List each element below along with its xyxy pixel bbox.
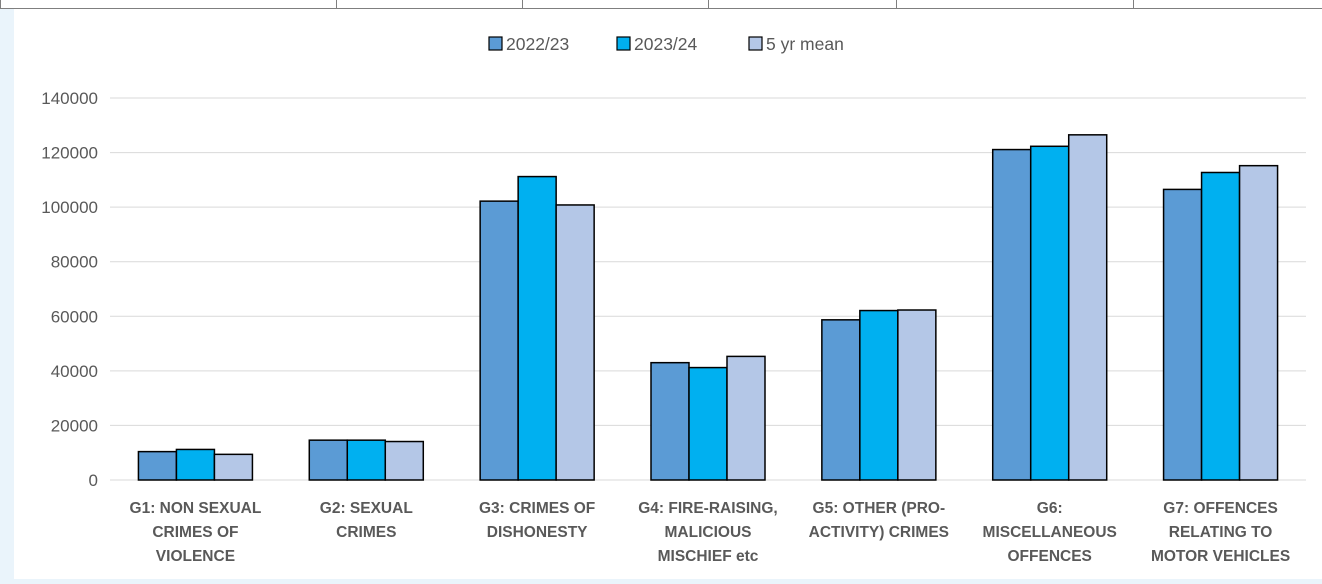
bar-chart: 020000400006000080000100000120000140000 … bbox=[41, 34, 1306, 565]
y-tick-label: 120000 bbox=[41, 144, 98, 163]
bar-2023-24 bbox=[1029, 145, 1070, 481]
x-tick-label: RELATING TO bbox=[1169, 524, 1273, 541]
bar-2022-23 bbox=[821, 319, 861, 481]
x-tick-label: MISCHIEF etc bbox=[658, 548, 759, 565]
legend-label: 5 yr mean bbox=[766, 34, 844, 54]
table-cell-divider bbox=[522, 0, 523, 8]
table-cell-divider bbox=[336, 0, 337, 8]
y-tick-label: 20000 bbox=[51, 416, 98, 435]
x-tick-label: G5: OTHER (PRO- bbox=[813, 500, 946, 517]
chart-area: 0 20000 40000 60000 80000 100000 120000 140000 … bbox=[14, 9, 1322, 579]
y-tick-label: 0 bbox=[89, 471, 98, 490]
legend-swatch bbox=[616, 36, 631, 51]
y-tick-label: 60000 bbox=[51, 307, 98, 326]
bar-5-yr-mean bbox=[726, 355, 766, 481]
x-tick-label: OFFENCES bbox=[1008, 548, 1092, 565]
bar-5-yr-mean bbox=[1238, 164, 1279, 481]
bar-5-yr-mean bbox=[555, 204, 595, 481]
bar-2023-24 bbox=[859, 309, 899, 481]
x-tick-label: VIOLENCE bbox=[156, 548, 235, 565]
x-tick-label: G7: OFFENCES bbox=[1163, 500, 1278, 517]
y-tick-label: 100000 bbox=[41, 198, 98, 217]
legend-swatch bbox=[748, 36, 763, 51]
x-tick-label: G2: SEXUAL bbox=[320, 500, 413, 517]
bar-5-yr-mean bbox=[213, 453, 254, 481]
x-tick-label: G4: FIRE-RAISING, bbox=[638, 500, 778, 517]
legend-label: 2022/23 bbox=[506, 34, 569, 54]
bar-5-yr-mean bbox=[1067, 134, 1108, 481]
bar-2023-24 bbox=[346, 439, 387, 481]
table-cell-divider bbox=[0, 0, 1, 8]
bar-2022-23 bbox=[650, 361, 690, 481]
bar-2023-24 bbox=[517, 175, 557, 481]
y-tick-label: 140000 bbox=[41, 89, 98, 108]
bar-2022-23 bbox=[991, 148, 1032, 481]
x-tick-label: G3: CRIMES OF bbox=[479, 500, 595, 517]
x-tick-label: G1: NON SEXUAL bbox=[130, 500, 262, 517]
bar-2022-23 bbox=[1162, 188, 1203, 481]
y-tick-label: 40000 bbox=[51, 362, 98, 381]
x-tick-label: MISCELLANEOUS bbox=[983, 524, 1117, 541]
y-axis-ticks: 0 20000 40000 60000 80000 100000 120000 140000 bbox=[41, 89, 98, 490]
x-tick-label: CRIMES bbox=[336, 524, 396, 541]
x-tick-label: DISHONESTY bbox=[487, 524, 588, 541]
bar-5-yr-mean bbox=[897, 309, 937, 481]
bar-2023-24 bbox=[1200, 171, 1241, 481]
legend-label: 2023/24 bbox=[634, 34, 698, 54]
table-cell-divider bbox=[708, 0, 709, 8]
x-tick-label: ACTIVITY) CRIMES bbox=[809, 524, 949, 541]
bar-2023-24 bbox=[688, 366, 728, 481]
x-tick-label: G6: bbox=[1037, 500, 1063, 517]
table-border-strip bbox=[0, 0, 1322, 9]
x-tick-label: MOTOR VEHICLES bbox=[1151, 548, 1290, 565]
table-cell-divider bbox=[1133, 0, 1134, 8]
y-tick-label: 80000 bbox=[51, 253, 98, 272]
x-axis-labels: G1: NON SEXUAL CRIMES OF VIOLENCE G2: SEXUA… bbox=[130, 500, 1291, 565]
x-tick-label: MALICIOUS bbox=[665, 524, 752, 541]
bar-5-yr-mean bbox=[384, 440, 425, 481]
bar-2023-24 bbox=[175, 448, 216, 481]
bar-2022-23 bbox=[479, 200, 519, 481]
bars bbox=[137, 134, 1279, 481]
legend-swatch bbox=[488, 36, 503, 51]
table-cell-divider bbox=[896, 0, 897, 8]
bar-2022-23 bbox=[137, 450, 178, 481]
x-tick-label: CRIMES OF bbox=[152, 524, 238, 541]
bar-2022-23 bbox=[308, 439, 349, 481]
legend: 2022/23 2023/24 5 yr mean bbox=[488, 34, 844, 54]
